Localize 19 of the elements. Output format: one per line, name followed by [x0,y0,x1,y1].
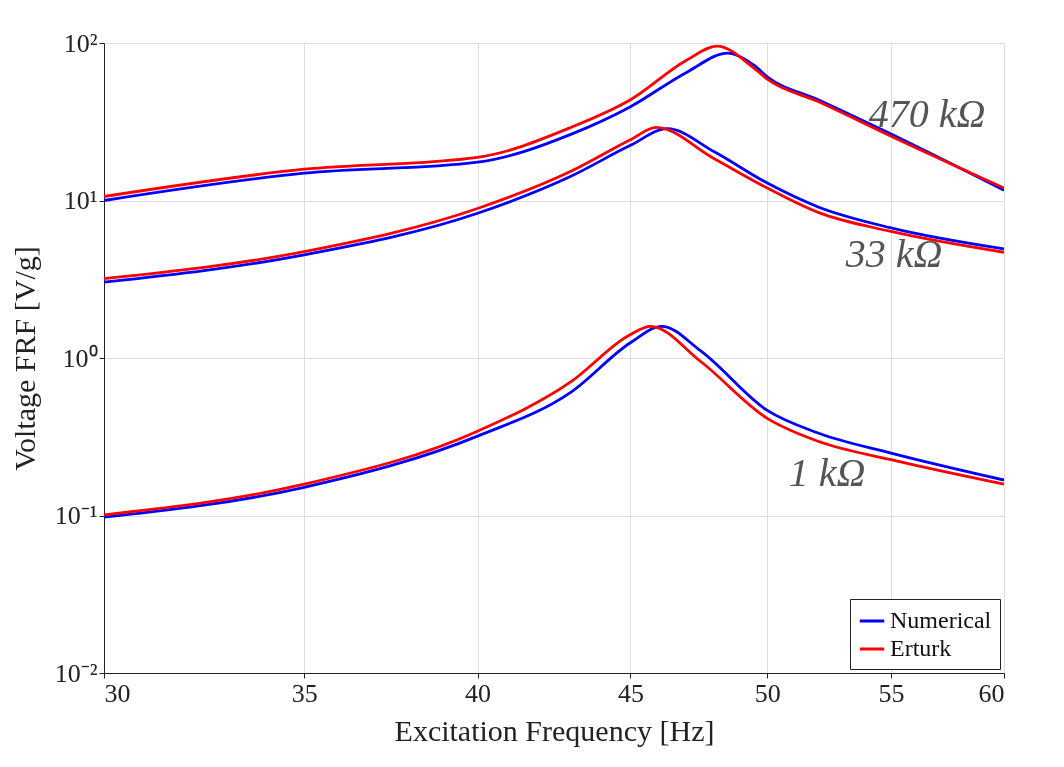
x-tick-label: 60 [978,678,1005,708]
y-tick-label: 10¹ [63,186,98,215]
x-tick-label: 55 [878,678,905,708]
y-tick-label: 10⁻¹ [54,501,98,530]
x-tick-label: 30 [104,678,131,708]
legend-label: Erturk [890,635,952,661]
x-tick-label: 40 [465,678,492,708]
y-tick-label: 10⁰ [62,343,98,373]
annotation: 470 kΩ [868,91,986,136]
annotation: 1 kΩ [788,450,866,495]
y-tick-label: 10² [63,28,98,58]
annotation: 33 kΩ [844,231,943,276]
legend-label: Numerical [890,607,992,633]
x-tick-label: 35 [291,678,318,708]
x-axis-title: Excitation Frequency [Hz] [394,713,715,747]
y-axis-title: Voltage FRF [V/g] [7,246,41,471]
x-tick-label: 50 [754,678,781,708]
y-tick-label: 10⁻² [54,658,98,688]
x-tick-label: 45 [617,678,644,708]
